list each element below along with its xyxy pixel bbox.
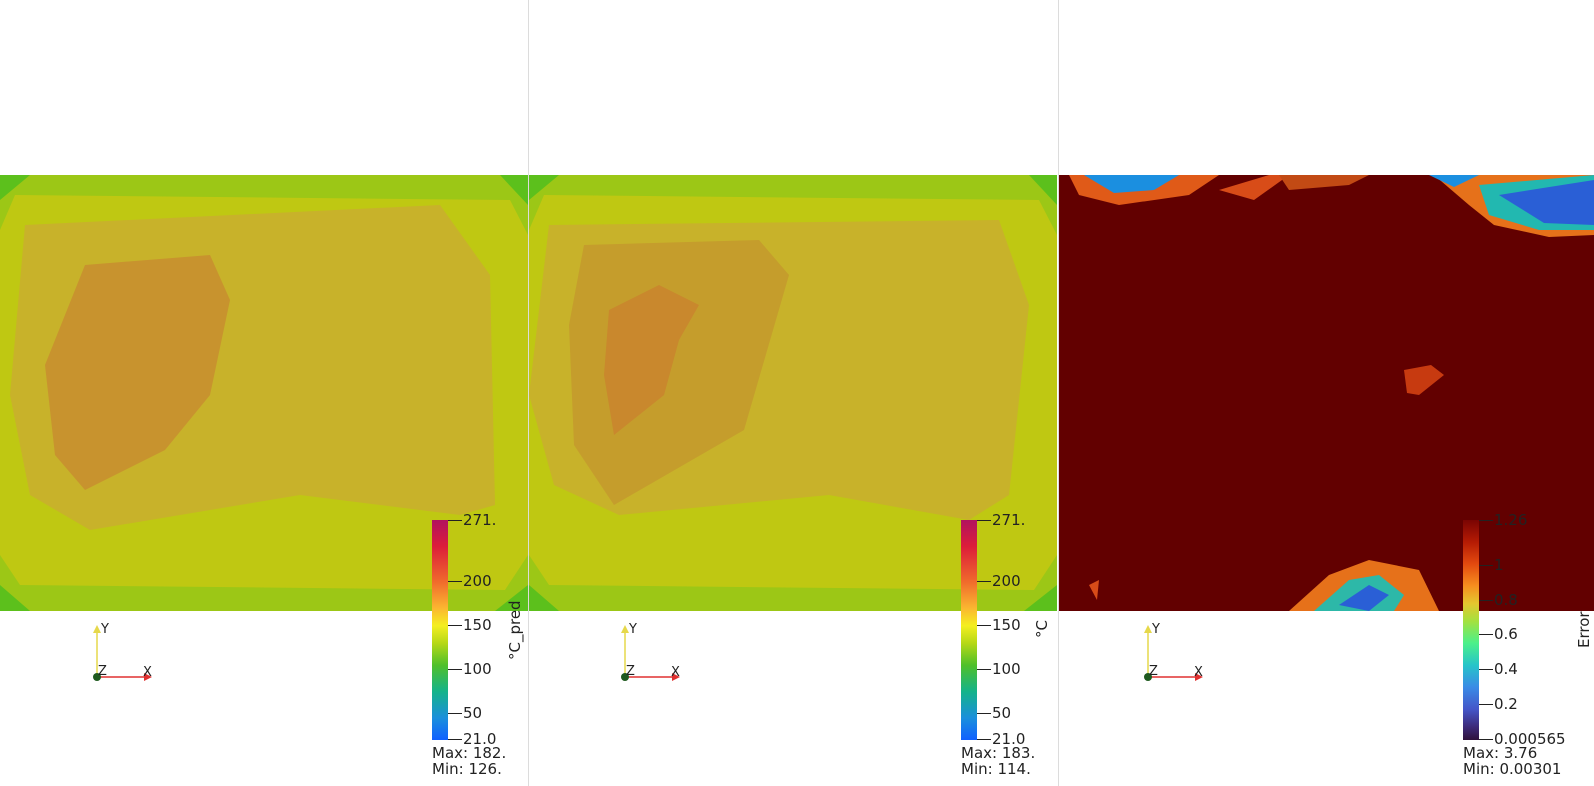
color-legend: 271. 200 150 100 50 21.0 °C_pred: [432, 513, 527, 760]
temperature-field: [529, 175, 1057, 611]
tick-label: 271.: [463, 511, 497, 529]
tick-mark: [1479, 565, 1493, 566]
tick-label: 0.8: [1494, 591, 1518, 609]
y-axis-label: Y: [628, 622, 637, 637]
range-stats: Max: 183. Min: 114.: [961, 745, 1035, 777]
color-legend-gradient: [432, 520, 448, 740]
max-value: Max: 3.76: [1463, 744, 1538, 762]
tick-mark: [448, 581, 462, 582]
error-field: [1059, 175, 1594, 611]
tick-mark: [448, 713, 462, 714]
tick-label: 1: [1494, 556, 1504, 574]
tick-label: 21.0: [992, 730, 1026, 748]
tick-label: 200: [463, 572, 492, 590]
color-legend-gradient: [961, 520, 977, 740]
color-legend-gradient: [1463, 520, 1479, 740]
tick-mark: [977, 739, 991, 740]
tick-mark: [448, 625, 462, 626]
min-value: Min: 0.00301: [1463, 760, 1562, 778]
color-legend: 271. 200 150 100 50 21.0 °C: [961, 513, 1056, 760]
y-axis-label: Y: [100, 622, 109, 637]
max-value: Max: 183.: [961, 744, 1036, 762]
min-value: Min: 126.: [432, 760, 502, 778]
tick-label: 0.2: [1494, 695, 1518, 713]
z-axis-label: Z: [98, 664, 107, 679]
x-axis-label: X: [143, 665, 152, 680]
tick-mark: [1479, 600, 1493, 601]
tick-mark: [1479, 739, 1493, 740]
tick-label: 21.0: [463, 730, 497, 748]
tick-label: 200: [992, 572, 1021, 590]
x-axis-label: X: [1194, 665, 1203, 680]
tick-label: 0.000565: [1494, 730, 1566, 748]
tick-label: 150: [992, 616, 1021, 634]
orientation-axes: Y Z X: [620, 622, 690, 685]
z-axis-label: Z: [626, 664, 635, 679]
color-legend-title: Error: [1575, 611, 1593, 648]
orientation-axes: Y Z X: [1143, 622, 1213, 685]
max-value: Max: 182.: [432, 744, 507, 762]
tick-label: 50: [463, 704, 483, 722]
tick-mark: [1479, 704, 1493, 705]
tick-label: 0.6: [1494, 625, 1518, 643]
view-separator: [528, 0, 529, 786]
tick-label: 100: [992, 660, 1021, 678]
tick-mark: [977, 581, 991, 582]
viewport-ground-truth[interactable]: Y Z X 271. 200 150 100 50 21.0 °C Max: 1…: [529, 0, 1057, 786]
viewport-error[interactable]: Y Z X 1.26 1 0.8 0.6 0.4 0.2 0.000565 Er…: [1059, 0, 1594, 786]
range-stats: Max: 3.76 Min: 0.00301: [1463, 745, 1561, 777]
min-value: Min: 114.: [961, 760, 1031, 778]
tick-mark: [1479, 634, 1493, 635]
tick-label: 100: [463, 660, 492, 678]
tick-label: 50: [992, 704, 1012, 722]
temperature-pred-field: [0, 175, 528, 611]
y-axis-label: Y: [1151, 622, 1160, 637]
color-legend: 1.26 1 0.8 0.6 0.4 0.2 0.000565 Error: [1463, 513, 1593, 760]
color-legend-title: °C: [1033, 620, 1051, 638]
tick-label: 271.: [992, 511, 1026, 529]
range-stats: Max: 182. Min: 126.: [432, 745, 506, 777]
tick-mark: [977, 669, 991, 670]
tick-mark: [1479, 669, 1493, 670]
viewport-predicted[interactable]: Y Z X 271. 200 150 100 50 21.0 °C_pred M…: [0, 0, 528, 786]
tick-mark: [977, 713, 991, 714]
tick-mark: [1479, 520, 1493, 521]
tick-label: 0.4: [1494, 660, 1518, 678]
tick-mark: [448, 520, 462, 521]
tick-mark: [977, 520, 991, 521]
color-legend-title: °C_pred: [506, 600, 524, 660]
x-axis-label: X: [671, 665, 680, 680]
z-axis-label: Z: [1149, 664, 1158, 679]
orientation-axes: Y Z X: [92, 622, 162, 685]
tick-label: 1.26: [1494, 511, 1528, 529]
tick-mark: [977, 625, 991, 626]
view-separator: [1058, 0, 1059, 786]
tick-label: 150: [463, 616, 492, 634]
tick-mark: [448, 669, 462, 670]
tick-mark: [448, 739, 462, 740]
